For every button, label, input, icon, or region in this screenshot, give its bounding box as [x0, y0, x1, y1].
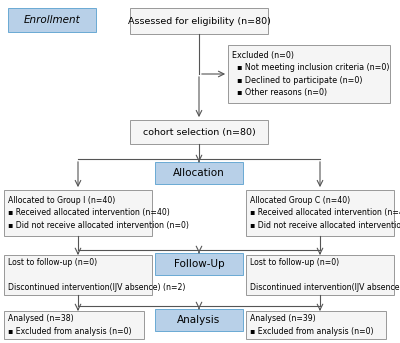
- Bar: [130, 8, 268, 34]
- Text: Analysed (n=39)
▪ Excluded from analysis (n=0): Analysed (n=39) ▪ Excluded from analysis…: [250, 314, 374, 336]
- Text: Enrollment: Enrollment: [24, 15, 80, 25]
- Bar: [4, 190, 152, 236]
- Text: cohort selection (n=80): cohort selection (n=80): [143, 128, 255, 137]
- Text: Excluded (n=0)
  ▪ Not meeting inclusion criteria (n=0)
  ▪ Declined to particip: Excluded (n=0) ▪ Not meeting inclusion c…: [232, 51, 390, 97]
- Bar: [130, 120, 268, 144]
- Bar: [4, 311, 144, 339]
- Bar: [8, 8, 96, 32]
- Text: Allocated Group C (n=40)
▪ Received allocated intervention (n=40)
▪ Did not rece: Allocated Group C (n=40) ▪ Received allo…: [250, 196, 400, 230]
- Bar: [155, 162, 243, 184]
- Text: Follow-Up: Follow-Up: [174, 259, 224, 269]
- Bar: [155, 309, 243, 331]
- Bar: [228, 45, 390, 103]
- Text: Analysed (n=38)
▪ Excluded from analysis (n=0): Analysed (n=38) ▪ Excluded from analysis…: [8, 314, 132, 336]
- Text: Lost to follow-up (n=0)

Discontinued intervention(IJV absence) (n=2): Lost to follow-up (n=0) Discontinued int…: [8, 258, 185, 292]
- Bar: [155, 253, 243, 275]
- Text: Analysis: Analysis: [177, 315, 221, 325]
- Bar: [246, 311, 386, 339]
- Text: Lost to follow-up (n=0)

Discontinued intervention(IJV absence) (n=1): Lost to follow-up (n=0) Discontinued int…: [250, 258, 400, 292]
- Text: Allocated to Group I (n=40)
▪ Received allocated intervention (n=40)
▪ Did not r: Allocated to Group I (n=40) ▪ Received a…: [8, 196, 189, 230]
- Text: Assessed for eligibility (n=80): Assessed for eligibility (n=80): [128, 16, 270, 25]
- Bar: [4, 255, 152, 295]
- Text: Allocation: Allocation: [173, 168, 225, 178]
- Bar: [246, 255, 394, 295]
- Bar: [246, 190, 394, 236]
